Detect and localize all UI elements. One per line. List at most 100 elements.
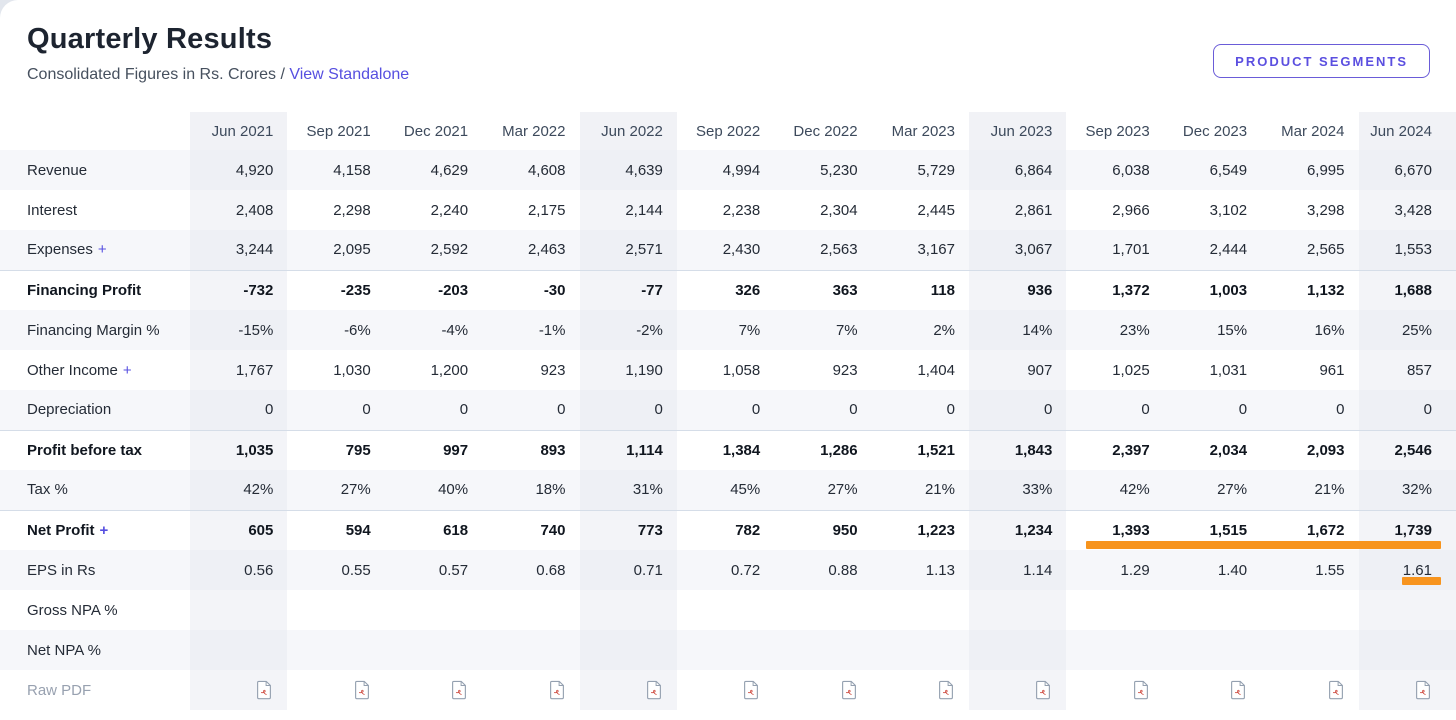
pdf-download-cell — [385, 670, 482, 710]
expand-row-button[interactable]: + — [97, 241, 107, 259]
pdf-file-icon[interactable] — [937, 680, 955, 700]
row-label: Financing Profit — [0, 269, 190, 310]
value-cell — [385, 590, 482, 630]
value-cell: 2,240 — [430, 201, 469, 219]
value-cell: 2,546 — [1358, 429, 1456, 470]
row-label: EPS in Rs — [0, 550, 190, 590]
value-cell: 7% — [774, 310, 872, 350]
expand-row-button[interactable]: + — [122, 361, 132, 379]
value-cell — [190, 630, 288, 670]
view-standalone-link[interactable]: View Standalone — [289, 66, 410, 83]
value-cell: 0.72 — [676, 550, 775, 590]
column-header-jun-2021: Jun 2021 — [190, 112, 288, 150]
row-label-text: Tax % — [27, 481, 68, 499]
value-cell: -4% — [384, 310, 483, 350]
column-header-mar-2023: Mar 2023 — [891, 122, 955, 140]
value-cell: 27% — [287, 470, 385, 510]
value-cell: 2,304 — [820, 201, 858, 219]
value-cell: 936 — [969, 269, 1067, 310]
pdf-file-icon[interactable] — [645, 680, 663, 700]
pdf-file-icon[interactable] — [1132, 680, 1150, 700]
pdf-file-icon[interactable] — [450, 680, 468, 700]
value-cell: 2,592 — [384, 230, 483, 270]
value-cell — [1066, 630, 1164, 670]
value-cell — [482, 630, 580, 670]
value-cell — [190, 590, 288, 630]
expand-row-button[interactable]: + — [99, 521, 109, 539]
value-cell: 1,372 — [1066, 269, 1164, 310]
value-cell: 0.68 — [482, 550, 580, 590]
pdf-file-icon[interactable] — [1229, 680, 1247, 700]
column-header-dec-2023: Dec 2023 — [1182, 122, 1248, 140]
value-cell: 15% — [1163, 310, 1262, 350]
value-cell: 594 — [287, 509, 385, 550]
value-cell: 1,701 — [1066, 230, 1164, 270]
pdf-file-icon[interactable] — [1327, 680, 1345, 700]
value-cell: 907 — [969, 350, 1067, 390]
table-row: Raw PDF — [0, 670, 1456, 710]
pdf-file-icon[interactable] — [255, 680, 273, 700]
value-cell: -732 — [190, 269, 288, 310]
table-row: Profit before tax 1,035 795 997 893 1,114 1,38… — [0, 429, 1456, 470]
row-label: Tax % — [0, 470, 190, 510]
value-cell: 42% — [1066, 470, 1164, 510]
pdf-download-cell — [677, 670, 774, 710]
value-cell: 5,729 — [871, 150, 969, 190]
value-cell — [1358, 630, 1456, 670]
section-header: Quarterly Results Consolidated Figures i… — [0, 0, 1456, 85]
value-cell: 6,864 — [969, 150, 1067, 190]
pdf-file-icon[interactable] — [1414, 680, 1432, 700]
value-cell: 1,035 — [190, 429, 288, 470]
row-label: Expenses + — [0, 230, 190, 270]
value-cell: 2,966 — [1112, 201, 1150, 219]
pdf-file-icon[interactable] — [1034, 680, 1052, 700]
table-row: Net NPA % — [0, 630, 1456, 670]
row-label: Profit before tax — [0, 429, 190, 470]
pdf-download-cell — [774, 670, 871, 710]
value-cell: 2% — [871, 310, 969, 350]
value-cell: 795 — [287, 429, 385, 470]
row-label: Raw PDF — [0, 670, 190, 710]
value-cell: 1,843 — [969, 429, 1067, 470]
value-cell: 1,132 — [1261, 269, 1359, 310]
page-title: Quarterly Results — [27, 23, 273, 55]
value-cell: 3,428 — [1358, 190, 1456, 230]
value-cell: 0 — [579, 390, 677, 430]
value-cell — [1261, 590, 1358, 630]
pdf-download-cell — [287, 670, 384, 710]
value-cell: 1,404 — [917, 361, 955, 379]
value-cell: 1,521 — [871, 429, 969, 470]
value-cell: 4,639 — [579, 150, 677, 190]
pdf-download-cell — [1164, 670, 1261, 710]
value-cell: 0 — [384, 390, 483, 430]
column-header-sep-2023: Sep 2023 — [1085, 122, 1150, 140]
pdf-download-cell — [1358, 670, 1456, 710]
value-cell: 25% — [1358, 310, 1456, 350]
value-cell: 2,463 — [482, 230, 580, 270]
column-header-jun-2023: Jun 2023 — [969, 112, 1067, 150]
pdf-file-icon[interactable] — [742, 680, 760, 700]
value-cell: 2,175 — [527, 201, 566, 219]
value-cell: 2,563 — [774, 230, 872, 270]
value-cell — [287, 590, 384, 630]
row-label-text: EPS in Rs — [27, 561, 96, 579]
row-label: Depreciation — [0, 390, 190, 430]
value-cell: 7% — [676, 310, 775, 350]
value-cell: 0 — [190, 390, 288, 430]
value-cell: 4,920 — [190, 150, 288, 190]
column-header-mar-2024: Mar 2024 — [1281, 122, 1345, 140]
row-label-text: Net NPA % — [27, 641, 101, 659]
eps-highlight-underline — [1402, 577, 1441, 585]
value-cell: -6% — [287, 310, 385, 350]
value-cell — [774, 630, 872, 670]
table-row: Depreciation 0 0 0 0 0 0 0 0 0 0 0 0 0 — [0, 390, 1456, 430]
value-cell: 31% — [579, 470, 677, 510]
pdf-file-icon[interactable] — [840, 680, 858, 700]
value-cell: 4,158 — [287, 150, 385, 190]
value-cell: 6,549 — [1163, 150, 1262, 190]
product-segments-button[interactable]: PRODUCT SEGMENTS — [1213, 44, 1430, 78]
table-row: Financing Margin % -15% -6% -4% -1% -2% 7% 7% 2%… — [0, 310, 1456, 350]
pdf-file-icon[interactable] — [548, 680, 566, 700]
pdf-file-icon[interactable] — [353, 680, 371, 700]
pdf-download-cell — [1066, 670, 1163, 710]
